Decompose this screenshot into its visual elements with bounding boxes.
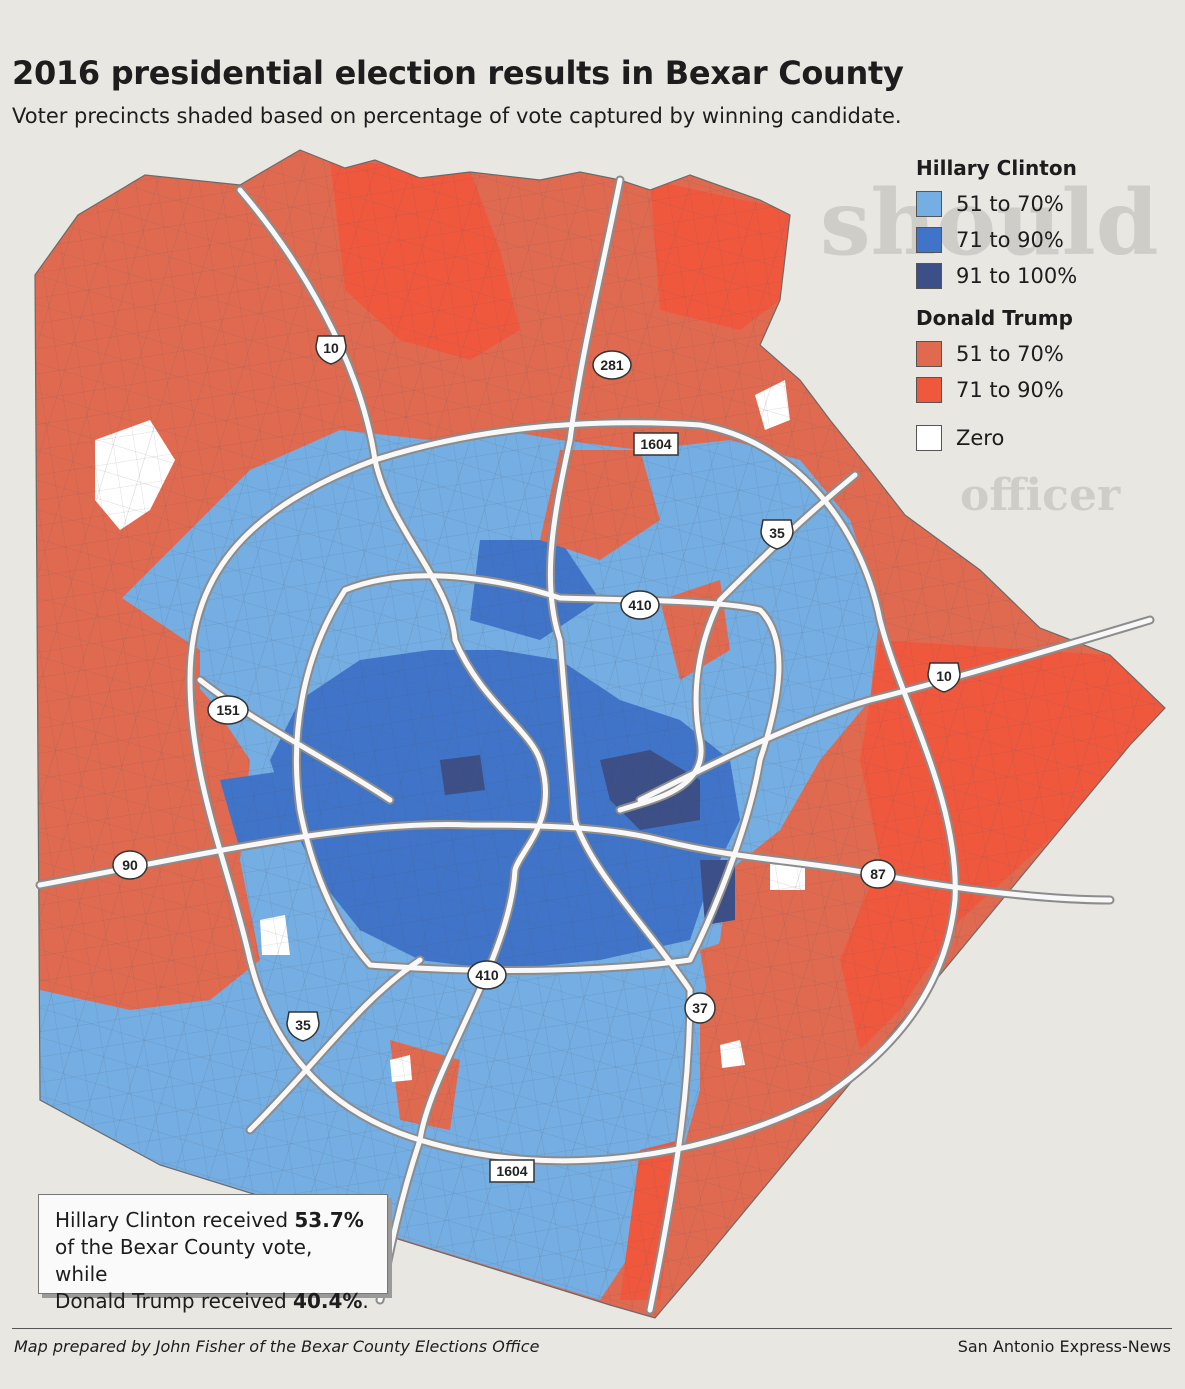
- page-title: 2016 presidential election results in Be…: [12, 54, 904, 92]
- shield-us90: 90: [112, 850, 148, 880]
- shield-sh37-label: 37: [692, 1000, 708, 1016]
- shield-i35-southwest: 35: [286, 1011, 320, 1042]
- map-credit: Map prepared by John Fisher of the Bexar…: [14, 1337, 540, 1356]
- shield-us87-label: 87: [870, 866, 886, 882]
- shield-us87: 87: [860, 859, 896, 889]
- shield-i10-east-label: 10: [936, 668, 952, 684]
- shield-loop1604-north: 1604: [633, 432, 679, 456]
- shield-i35-southwest-label: 35: [295, 1017, 311, 1033]
- vote-share-callout: Hillary Clinton received 53.7% of the Be…: [38, 1194, 388, 1313]
- shield-loop410-south-label: 410: [475, 967, 499, 983]
- legend-item-clinton-1: 71 to 90%: [916, 222, 1077, 258]
- shield-loop1604-south-label: 1604: [496, 1163, 527, 1179]
- trump-vote-share: 40.4%: [293, 1289, 363, 1313]
- shield-us281-label: 281: [600, 357, 624, 373]
- shield-sh37: 37: [684, 992, 716, 1024]
- legend-item-trump-0: 51 to 70%: [916, 336, 1077, 372]
- legend-swatch-trump-0: [916, 341, 942, 367]
- shield-i10-north: 10: [315, 335, 347, 365]
- shield-us90-label: 90: [122, 857, 138, 873]
- publication-credit: San Antonio Express-News: [957, 1337, 1171, 1356]
- callout-line-3: Donald Trump received 40.4%.: [55, 1288, 371, 1315]
- legend-item-clinton-0: 51 to 70%: [916, 186, 1077, 222]
- shield-loop1604-north-label: 1604: [640, 436, 671, 452]
- shield-i35-northeast: 35: [760, 519, 794, 550]
- legend-item-clinton-2: 91 to 100%: [916, 258, 1077, 294]
- legend-clinton-heading: Hillary Clinton: [916, 156, 1077, 180]
- legend-label-trump-0: 51 to 70%: [956, 342, 1064, 366]
- shield-loop1604-south: 1604: [489, 1159, 535, 1183]
- legend-label-clinton-1: 71 to 90%: [956, 228, 1064, 252]
- legend-swatch-zero: [916, 425, 942, 451]
- legend-swatch-clinton-1: [916, 227, 942, 253]
- shield-loop410-north: 410: [620, 590, 660, 620]
- callout-line-2: of the Bexar County vote, while: [55, 1235, 313, 1286]
- callout-line-3-text: Donald Trump received: [55, 1289, 294, 1313]
- legend-trump-heading: Donald Trump: [916, 306, 1073, 330]
- callout-line-3-end: .: [362, 1289, 369, 1313]
- county-map: 10 281 1604 35 410 10 151 90 87 410 37: [34, 149, 1166, 1319]
- shield-sh151: 151: [207, 695, 249, 725]
- legend-label-trump-1: 71 to 90%: [956, 378, 1064, 402]
- legend-swatch-clinton-2: [916, 263, 942, 289]
- legend-label-clinton-0: 51 to 70%: [956, 192, 1064, 216]
- shield-sh151-label: 151: [216, 702, 240, 718]
- page-subtitle: Voter precincts shaded based on percenta…: [12, 104, 902, 128]
- shield-i10-north-label: 10: [323, 340, 339, 356]
- legend-swatch-clinton-0: [916, 191, 942, 217]
- callout-line-1: Hillary Clinton received 53.7%: [55, 1207, 371, 1234]
- footer-rule: [12, 1328, 1172, 1329]
- legend-label-zero: Zero: [956, 426, 1005, 450]
- shield-us281: 281: [592, 350, 632, 380]
- callout-line-1-text: Hillary Clinton received: [55, 1208, 295, 1232]
- shield-i35-northeast-label: 35: [769, 525, 785, 541]
- highway-network: [35, 175, 1155, 1315]
- precinct-shading: [35, 150, 1165, 1318]
- legend-item-zero: Zero: [916, 420, 1077, 456]
- shield-loop410-south: 410: [467, 960, 507, 990]
- clinton-vote-share: 53.7%: [294, 1208, 364, 1232]
- map-legend: Hillary Clinton 51 to 70% 71 to 90% 91 to …: [916, 156, 1077, 456]
- legend-label-clinton-2: 91 to 100%: [956, 264, 1078, 288]
- shield-loop410-north-label: 410: [628, 597, 652, 613]
- legend-swatch-trump-1: [916, 377, 942, 403]
- county-outline: [34, 149, 1166, 1319]
- shield-i10-east: 10: [927, 662, 961, 693]
- legend-item-trump-1: 71 to 90%: [916, 372, 1077, 408]
